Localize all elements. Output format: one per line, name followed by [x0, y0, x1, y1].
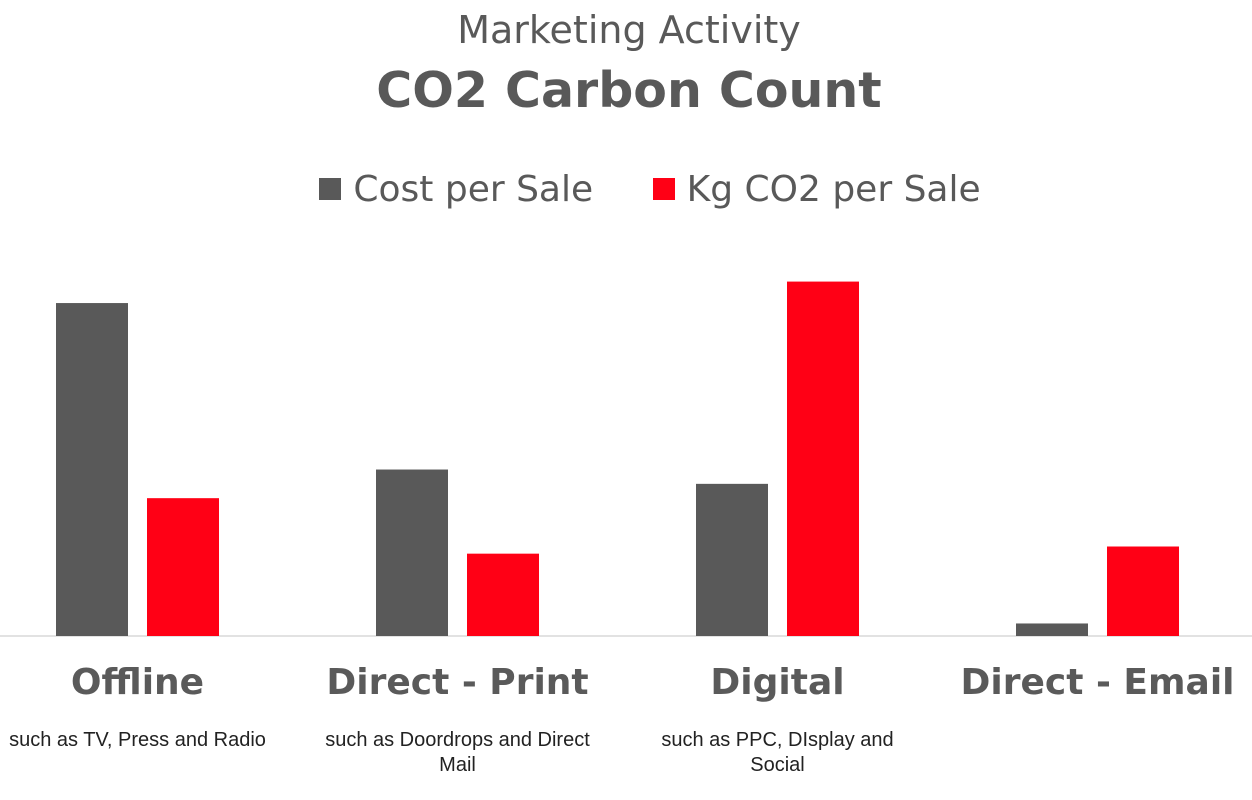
- bar-co2-1: [467, 553, 539, 636]
- chart-title: CO2 Carbon Count: [376, 62, 882, 119]
- legend-label-cost: Cost per Sale: [353, 168, 594, 210]
- category-label-1: Direct - Print: [326, 662, 589, 703]
- legend-label-co2: Kg CO2 per Sale: [686, 168, 981, 210]
- category-label-3: Direct - Email: [960, 662, 1235, 703]
- legend-item-cost: Cost per Sale: [319, 169, 593, 210]
- category-note-1: such as Doordrops and Direct Mail: [325, 729, 590, 776]
- legend: Cost per Sale Kg CO2 per Sale: [0, 168, 1252, 210]
- category-label-2: Digital: [710, 662, 845, 703]
- category-label-0: Offline: [70, 662, 205, 703]
- bar-cost-0: [56, 303, 128, 636]
- bar-co2-2: [787, 281, 859, 636]
- category-note-0: such as TV, Press and Radio: [9, 729, 266, 751]
- bar-co2-0: [147, 498, 219, 636]
- bar-co2-3: [1107, 546, 1179, 636]
- bar-cost-3: [1016, 623, 1088, 636]
- legend-swatch-cost: [319, 178, 342, 200]
- category-note-2: such as PPC, DIsplay and Social: [661, 729, 894, 776]
- chart-subtitle: Marketing Activity: [457, 8, 801, 52]
- bar-cost-1: [376, 469, 448, 636]
- bar-cost-2: [696, 483, 768, 636]
- legend-swatch-co2: [652, 178, 675, 200]
- legend-item-co2: Kg CO2 per Sale: [652, 168, 981, 210]
